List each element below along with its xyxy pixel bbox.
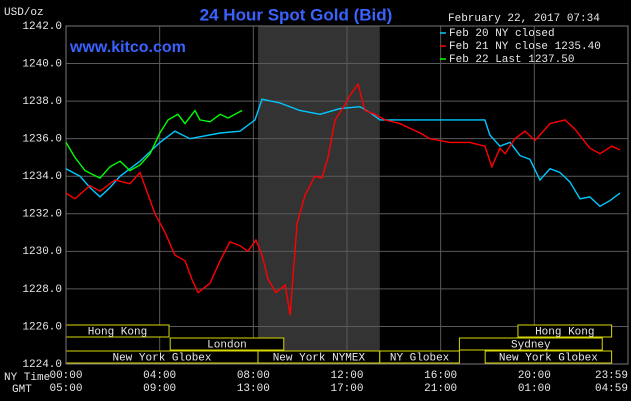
session-box [458, 337, 603, 351]
x2-tick-label: 04:59 [595, 383, 628, 395]
y-tick-label: 1230.0 [22, 246, 62, 258]
y-tick-label: 1234.0 [22, 171, 62, 183]
y-tick-label: 1224.0 [22, 359, 62, 371]
x-tick-label: 12:00 [330, 370, 363, 382]
x-row-label: NY Time [4, 372, 50, 384]
plot-border [65, 25, 629, 365]
legend-label: Feb 22 Last 1237.50 [449, 54, 574, 66]
x-tick-label: 23:59 [595, 370, 628, 382]
y-tick-label: 1236.0 [22, 134, 62, 146]
session-label: Hong Kong [88, 326, 147, 338]
site-url: www.kitco.com [69, 39, 186, 56]
session-label: New York Globex [112, 352, 211, 364]
y-tick-label: 1226.0 [22, 321, 62, 333]
x2-tick-label: 05:00 [49, 383, 82, 395]
x2-tick-label: 21:00 [424, 383, 457, 395]
x2-row-label: GMT [12, 384, 32, 396]
x-tick-label: 08:00 [237, 370, 270, 382]
x2-tick-label: 01:00 [518, 383, 551, 395]
legend-label: Feb 21 NY close 1235.40 [449, 41, 601, 53]
x2-tick-label: 13:00 [237, 383, 270, 395]
session-box [517, 324, 613, 338]
y-unit: USD/oz [4, 7, 44, 19]
chart-title: 24 Hour Spot Gold (Bid) [200, 5, 393, 24]
y-tick-label: 1228.0 [22, 284, 62, 296]
y-tick-label: 1240.0 [22, 58, 62, 70]
price-line [65, 98, 621, 208]
y-tick-label: 1238.0 [22, 96, 62, 108]
session-label: Hong Kong [535, 326, 594, 338]
session-box [484, 350, 613, 364]
x-tick-label: 04:00 [143, 370, 176, 382]
shaded-session [258, 26, 380, 364]
x-tick-label: 20:00 [518, 370, 551, 382]
session-label: Sydney [511, 339, 551, 351]
session-label: New York Globex [499, 352, 598, 364]
timestamp: February 22, 2017 07:34 [448, 13, 600, 25]
x-tick-label: 00:00 [49, 370, 82, 382]
session-label: New York NYMEX [273, 352, 366, 364]
x2-tick-label: 17:00 [330, 383, 363, 395]
session-box [169, 337, 285, 351]
legend-label: Feb 20 NY closed [449, 28, 555, 40]
price-line [65, 109, 243, 179]
price-line [65, 82, 621, 316]
y-tick-label: 1232.0 [22, 209, 62, 221]
x2-tick-label: 09:00 [143, 383, 176, 395]
session-box [379, 350, 460, 364]
x-tick-label: 16:00 [424, 370, 457, 382]
y-tick-label: 1242.0 [22, 21, 62, 33]
session-label: London [207, 339, 247, 351]
session-label: NY Globex [390, 352, 450, 364]
